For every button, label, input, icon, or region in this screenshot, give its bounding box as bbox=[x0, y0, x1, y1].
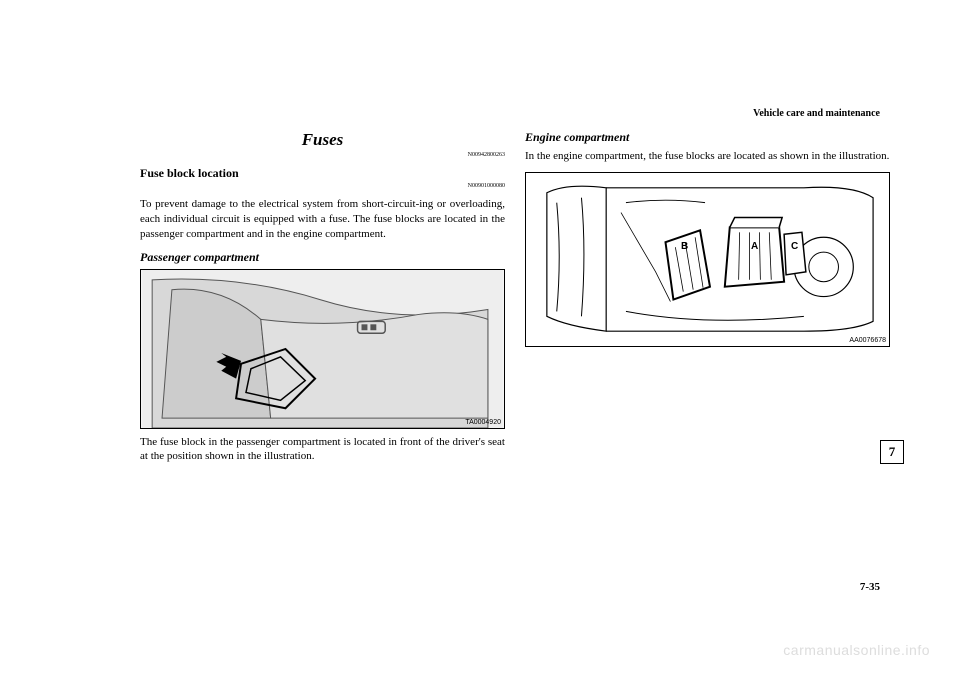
engine-paragraph: In the engine compartment, the fuse bloc… bbox=[525, 149, 890, 164]
title-code: N00942800263 bbox=[140, 152, 505, 158]
section-header: Vehicle care and maintenance bbox=[753, 108, 880, 119]
page-number: 7-35 bbox=[860, 581, 880, 593]
content-columns: Fuses N00942800263 Fuse block location N… bbox=[140, 130, 900, 472]
left-column: Fuses N00942800263 Fuse block location N… bbox=[140, 130, 505, 472]
page-container: Vehicle care and maintenance Fuses N0094… bbox=[0, 0, 960, 678]
figure-caption: The fuse block in the passenger compartm… bbox=[140, 435, 505, 465]
watermark: carmanualsonline.info bbox=[783, 642, 930, 658]
page-tab: 7 bbox=[880, 440, 904, 464]
paragraph: To prevent damage to the electrical syst… bbox=[140, 197, 505, 242]
passenger-figure: TA0004920 bbox=[140, 269, 505, 429]
subsection-code: N00901000080 bbox=[140, 183, 505, 189]
label-a: A bbox=[751, 241, 758, 252]
page-title: Fuses bbox=[140, 130, 505, 150]
passenger-subheading: Passenger compartment bbox=[140, 250, 505, 265]
passenger-illustration bbox=[141, 270, 504, 428]
figure-label: TA0004920 bbox=[465, 419, 501, 426]
label-b: B bbox=[681, 241, 688, 252]
engine-figure: A B C AA0076678 bbox=[525, 172, 890, 347]
engine-figure-label: AA0076678 bbox=[849, 337, 886, 344]
right-column: Engine compartment In the engine compart… bbox=[525, 130, 890, 472]
subsection-heading: Fuse block location bbox=[140, 166, 505, 181]
engine-subheading: Engine compartment bbox=[525, 130, 890, 145]
engine-illustration bbox=[526, 173, 889, 346]
label-c: C bbox=[791, 241, 798, 252]
